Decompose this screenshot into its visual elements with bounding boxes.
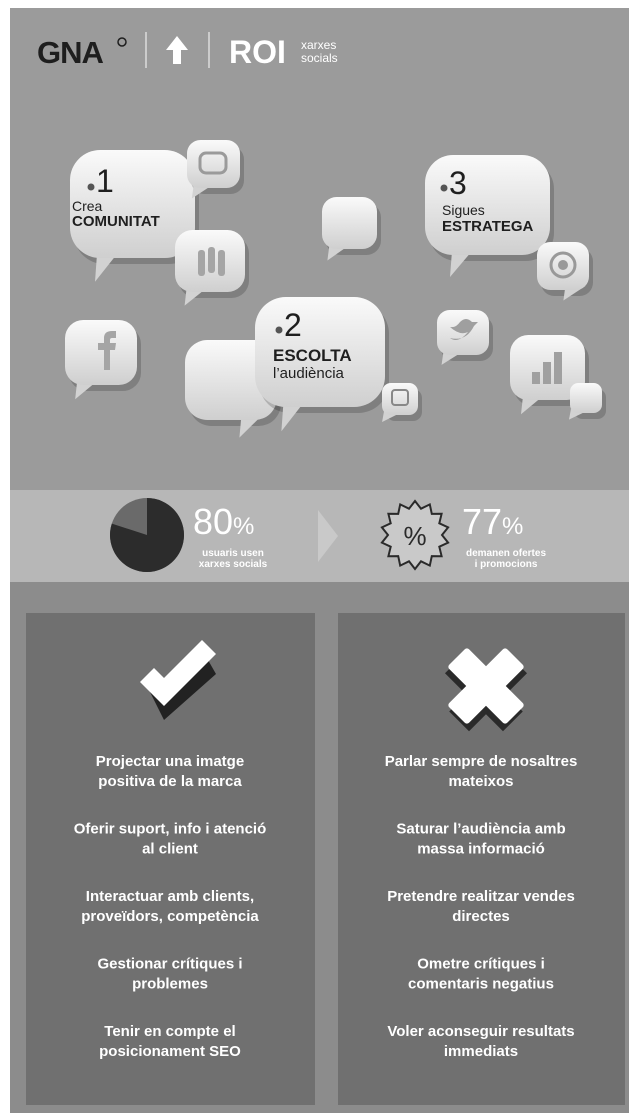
dont-item: Saturar l’audiència amb [396, 821, 565, 838]
subtitle: xarxes [301, 38, 336, 52]
dont-item: Ometre crítiques i [417, 956, 545, 973]
step-number: 2 [284, 307, 302, 343]
stat-label: i promocions [475, 559, 538, 570]
do-item: Gestionar crítiques i [97, 956, 242, 973]
stat-label: xarxes socials [199, 559, 268, 570]
subtitle: socials [301, 51, 338, 65]
chart-icon [554, 352, 562, 384]
people-icon [218, 250, 225, 276]
stat-label: usuaris usen [202, 548, 264, 559]
do-item: Projectar una imatge [96, 753, 244, 770]
do-item: posicionament SEO [99, 1043, 241, 1060]
dont-item: mateixos [448, 773, 513, 790]
step-line: l’audiència [273, 365, 345, 382]
do-item: positiva de la marca [98, 773, 242, 790]
bubble [382, 383, 418, 415]
dont-item: Pretendre realitzar vendes [387, 888, 575, 905]
do-item: problemes [132, 976, 208, 993]
step-line: Sigues [442, 202, 485, 218]
chart-icon [543, 362, 551, 384]
stat-number: 77 [462, 501, 502, 542]
stat-label: demanen ofertes [466, 548, 546, 559]
bubble [322, 197, 377, 249]
chart-icon [532, 372, 540, 384]
stat-unit: % [233, 513, 254, 540]
step-line: COMUNITAT [72, 213, 160, 230]
badge: % [403, 521, 426, 551]
dont-item: immediats [444, 1043, 518, 1060]
do-item: Oferir suport, info i atenció [74, 821, 267, 838]
do-item: al client [142, 841, 198, 858]
stat-number: 80 [193, 501, 233, 542]
stat-unit: % [502, 513, 523, 540]
people-icon [208, 247, 215, 273]
dot [276, 327, 283, 334]
bubble [570, 383, 602, 413]
step-number: 3 [449, 165, 467, 201]
step-line: ESTRATEGA [442, 218, 534, 235]
logo: GNA [37, 35, 104, 70]
dont-item: comentaris negatius [408, 976, 554, 993]
title: ROI [229, 34, 286, 70]
do-item: proveïdors, competència [81, 908, 259, 925]
dont-item: directes [452, 908, 510, 925]
step-line: ESCOLTA [273, 346, 352, 365]
dot [88, 184, 95, 191]
dont-item: Parlar sempre de nosaltres [385, 753, 578, 770]
do-item: Tenir en compte el [104, 1023, 235, 1040]
dont-item: Voler aconseguir resultats [387, 1023, 574, 1040]
bubble [187, 140, 240, 188]
dont-item: massa informació [417, 841, 545, 858]
do-item: Interactuar amb clients, [86, 888, 254, 905]
step-number: 1 [96, 163, 114, 199]
target-icon [558, 260, 568, 270]
people-icon [198, 250, 205, 276]
step-line: Crea [72, 198, 103, 214]
bubble [65, 320, 137, 385]
dot [441, 185, 448, 192]
infographic: GNA ROI xarxes socials 1 Crea COMUNITAT … [0, 0, 629, 1113]
